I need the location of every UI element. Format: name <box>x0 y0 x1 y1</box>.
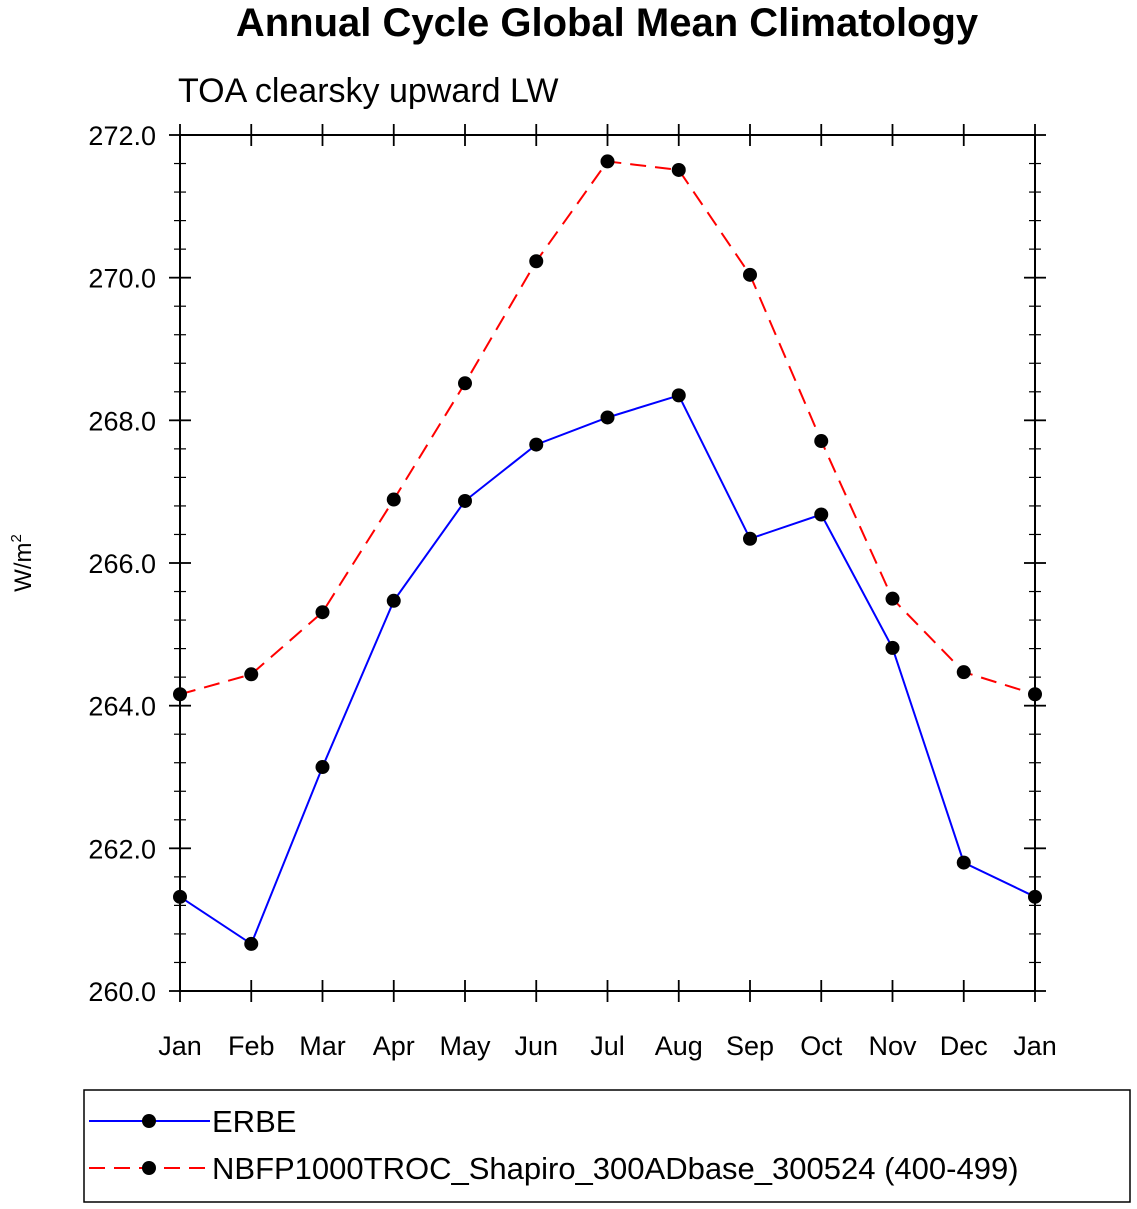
x-tick-label: Dec <box>940 1031 988 1061</box>
series-2-point <box>173 687 187 702</box>
series-2-point <box>956 665 971 680</box>
legend-marker-2 <box>142 1161 156 1175</box>
series-2-point <box>1028 687 1042 702</box>
x-tick-label: May <box>439 1031 491 1061</box>
x-tick-label: Jun <box>514 1031 558 1061</box>
series-2-point <box>315 605 330 620</box>
chart-title: Annual Cycle Global Mean Climatology <box>236 1 979 45</box>
y-tick-label: 264.0 <box>88 692 156 722</box>
y-tick-label: 262.0 <box>88 834 156 864</box>
series-1-point <box>386 593 401 608</box>
y-tick-label: 260.0 <box>88 977 156 1007</box>
series-layer <box>173 154 1042 951</box>
series-2-point <box>529 254 544 269</box>
x-tick-label: Oct <box>800 1031 843 1061</box>
series-1-point <box>315 760 330 775</box>
series-1-point <box>173 889 187 904</box>
x-tick-label: Jan <box>158 1031 202 1061</box>
x-tick-label: Feb <box>228 1031 275 1061</box>
x-tick-label: Aug <box>655 1031 703 1061</box>
series-2-point <box>885 591 900 606</box>
series-2-point <box>386 492 401 507</box>
series-1-point <box>956 855 971 870</box>
y-tick-label: 272.0 <box>88 121 156 151</box>
series-1-point <box>529 437 544 452</box>
y-tick-label: 270.0 <box>88 264 156 294</box>
y-axis-label-superscript: 2 <box>8 534 25 542</box>
x-tick-label: Mar <box>299 1031 346 1061</box>
legend-label-1: ERBE <box>212 1104 296 1139</box>
x-tick-label: Sep <box>726 1031 774 1061</box>
series-1-point <box>244 936 259 951</box>
y-axis-label-text: W/m <box>10 543 37 592</box>
x-tick-label: Nov <box>868 1031 917 1061</box>
series-1-point <box>814 507 829 522</box>
series-2-point <box>600 154 615 169</box>
legend-marker-1 <box>142 1114 156 1128</box>
axis-ticks: Jan Feb Mar Apr May Jun Jul Aug Sep Oct Nov Dec Jan2… <box>88 121 1056 1061</box>
series-line-2 <box>179 160 1036 696</box>
series-1-point <box>743 531 757 546</box>
chart-subtitle: TOA clearsky upward LW <box>178 72 558 110</box>
y-axis-label: W/m2 <box>8 534 37 592</box>
x-tick-label: Jul <box>590 1031 625 1061</box>
plot-frame <box>179 134 1036 992</box>
legend-box <box>83 1089 1131 1203</box>
series-2-point <box>458 376 472 391</box>
legend-label-2: NBFP1000TROC_Shapiro_300ADbase_300524 (4… <box>212 1151 1019 1186</box>
x-tick-label: Apr <box>373 1031 415 1061</box>
series-2-point <box>244 667 259 682</box>
series-1-point <box>458 493 472 508</box>
series-line-1 <box>179 394 1036 946</box>
y-tick-label: 268.0 <box>88 406 156 436</box>
y-tick-label: 266.0 <box>88 549 156 579</box>
series-1-point <box>600 410 615 425</box>
series-2-point <box>814 434 829 449</box>
series-1-point <box>885 640 900 655</box>
x-tick-label: Jan <box>1013 1031 1057 1061</box>
series-2-point <box>743 267 757 282</box>
series-2-point <box>671 162 686 177</box>
series-1-point <box>1028 889 1042 904</box>
series-1-point <box>671 388 686 403</box>
legend: ERBE NBFP1000TROC_Shapiro_300ADbase_30052… <box>89 1104 1019 1186</box>
